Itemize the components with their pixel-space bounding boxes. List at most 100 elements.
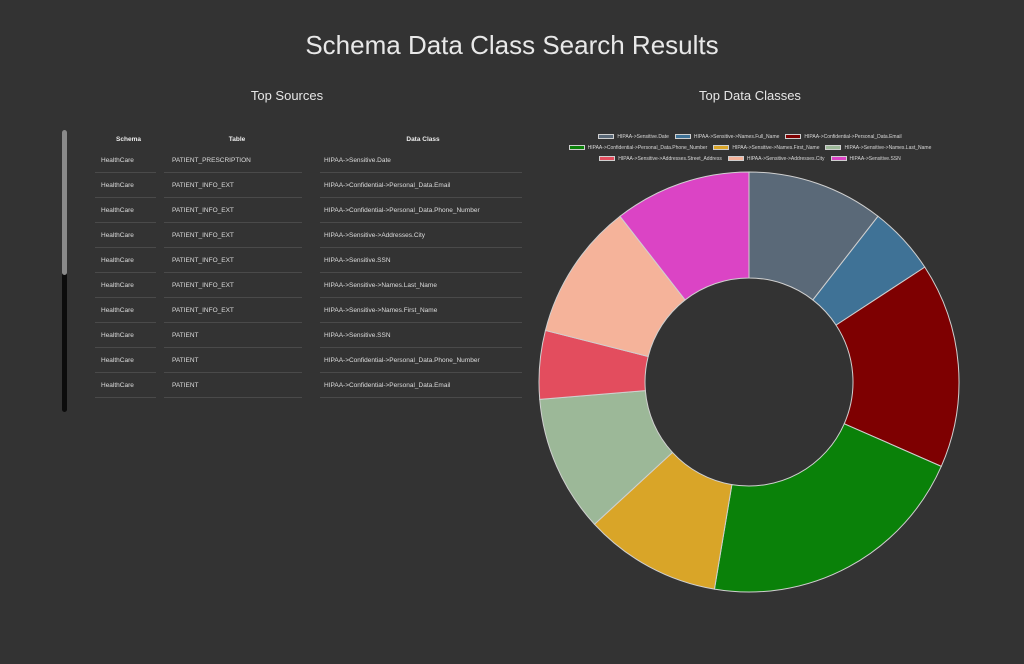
legend-item[interactable]: HIPAA->Sensitive->Names.Full_Name xyxy=(674,133,780,140)
donut-slice[interactable] xyxy=(619,171,750,301)
column-gap xyxy=(156,373,164,398)
legend-label: HIPAA->Sensitive->Names.First_Name xyxy=(732,144,820,151)
top-sources-table: Schema Table Data Class HealthCare PATIEN… xyxy=(95,130,530,398)
cell-schema: HealthCare xyxy=(95,298,156,323)
table-row[interactable]: HealthCare PATIENT_INFO_EXT HIPAA->Confide… xyxy=(95,173,522,198)
cell-table: PATIENT xyxy=(164,348,302,373)
column-gap xyxy=(302,130,320,148)
table-row[interactable]: HealthCare PATIENT_INFO_EXT HIPAA->Sensiti… xyxy=(95,223,522,248)
legend-row: HIPAA->Confidential->Personal_Data.Phone… xyxy=(550,142,950,153)
table-row[interactable]: HealthCare PATIENT_PRESCRIPTION HIPAA->Sen… xyxy=(95,148,522,173)
donut-slice[interactable] xyxy=(835,266,960,468)
legend-row: HIPAA->Sensitive.Date HIPAA->Sensitive->N… xyxy=(550,131,950,142)
legend-item[interactable]: HIPAA->Sensitive->Addresses.City xyxy=(727,155,825,162)
cell-schema: HealthCare xyxy=(95,198,156,223)
cell-schema: HealthCare xyxy=(95,348,156,373)
legend-item[interactable]: HIPAA->Sensitive->Addresses.Street_Addre… xyxy=(599,156,722,162)
cell-schema: HealthCare xyxy=(95,373,156,398)
table-row[interactable]: HealthCare PATIENT_INFO_EXT HIPAA->Confide… xyxy=(95,198,522,223)
cell-table: PATIENT_INFO_EXT xyxy=(164,173,302,198)
legend-swatch xyxy=(727,156,744,161)
donut-slice[interactable] xyxy=(713,423,942,593)
column-gap xyxy=(302,348,320,373)
cell-table: PATIENT_PRESCRIPTION xyxy=(164,148,302,173)
legend-item[interactable]: HIPAA->Confidential->Personal_Data.Phone… xyxy=(568,144,708,151)
legend-label: HIPAA->Sensitive->Addresses.City xyxy=(746,155,825,162)
column-gap xyxy=(302,148,320,173)
table-row[interactable]: HealthCare PATIENT HIPAA->Sensitive.SSN xyxy=(95,323,522,348)
legend-item[interactable]: HIPAA->Confidential->Personal_Data.Email xyxy=(785,133,902,140)
legend-label: HIPAA->Confidential->Personal_Data.Phone… xyxy=(587,144,708,151)
legend-swatch xyxy=(598,134,615,139)
legend-swatch xyxy=(599,156,616,161)
cell-table: PATIENT_INFO_EXT xyxy=(164,273,302,298)
cell-table: PATIENT xyxy=(164,373,302,398)
table-row[interactable]: HealthCare PATIENT_INFO_EXT HIPAA->Sensiti… xyxy=(95,273,522,298)
header-schema[interactable]: Schema xyxy=(116,135,141,143)
cell-data-class: HIPAA->Confidential->Personal_Data.Email xyxy=(320,173,522,198)
table-row[interactable]: HealthCare PATIENT_INFO_EXT HIPAA->Sensiti… xyxy=(95,298,522,323)
column-gap xyxy=(302,248,320,273)
column-gap xyxy=(156,148,164,173)
legend-label: HIPAA->Sensitive.SSN xyxy=(849,155,901,162)
legend-label: HIPAA->Confidential->Personal_Data.Email xyxy=(804,133,902,140)
column-gap xyxy=(156,298,164,323)
cell-schema: HealthCare xyxy=(95,323,156,348)
cell-table: PATIENT_INFO_EXT xyxy=(164,298,302,323)
chart-legend: HIPAA->Sensitive.Date HIPAA->Sensitive->N… xyxy=(550,131,950,164)
cell-schema: HealthCare xyxy=(95,248,156,273)
legend-item[interactable]: HIPAA->Sensitive.Date xyxy=(598,133,669,140)
column-gap xyxy=(302,273,320,298)
legend-swatch xyxy=(830,156,847,161)
legend-item[interactable]: HIPAA->Sensitive.SSN xyxy=(830,155,901,162)
cell-data-class: HIPAA->Sensitive.Date xyxy=(320,148,522,173)
cell-data-class: HIPAA->Sensitive.SSN xyxy=(320,323,522,348)
cell-table: PATIENT_INFO_EXT xyxy=(164,198,302,223)
table-row[interactable]: HealthCare PATIENT HIPAA->Confidential->Pe… xyxy=(95,373,522,398)
cell-schema: HealthCare xyxy=(95,148,156,173)
legend-label: HIPAA->Sensitive->Names.Full_Name xyxy=(693,133,780,140)
cell-schema: HealthCare xyxy=(95,173,156,198)
column-gap xyxy=(156,130,164,148)
cell-table: PATIENT_INFO_EXT xyxy=(164,223,302,248)
column-gap xyxy=(156,323,164,348)
legend-label: HIPAA->Sensitive.Date xyxy=(617,133,669,140)
page-title: Schema Data Class Search Results xyxy=(305,30,719,60)
table-body: HealthCare PATIENT_PRESCRIPTION HIPAA->Sen… xyxy=(95,148,522,398)
cell-data-class: HIPAA->Confidential->Personal_Data.Phone… xyxy=(320,198,522,223)
cell-data-class: HIPAA->Sensitive->Names.First_Name xyxy=(320,298,522,323)
header-table[interactable]: Table xyxy=(228,135,246,143)
legend-swatch xyxy=(713,145,730,150)
legend-item[interactable]: HIPAA->Sensitive->Names.First_Name xyxy=(713,145,819,151)
cell-schema: HealthCare xyxy=(95,223,156,248)
column-gap xyxy=(302,323,320,348)
scrollbar-thumb[interactable] xyxy=(62,130,67,275)
column-gap xyxy=(302,298,320,323)
legend-label: HIPAA->Sensitive->Names.Last_Name xyxy=(844,144,932,151)
table-header-row: Schema Table Data Class xyxy=(95,130,522,148)
legend-swatch xyxy=(674,134,691,139)
cell-table: PATIENT_INFO_EXT xyxy=(164,248,302,273)
column-gap xyxy=(156,348,164,373)
column-gap xyxy=(156,198,164,223)
legend-item[interactable]: HIPAA->Sensitive->Names.Last_Name xyxy=(825,145,931,151)
cell-data-class: HIPAA->Sensitive.SSN xyxy=(320,248,522,273)
column-gap xyxy=(156,223,164,248)
column-gap xyxy=(156,173,164,198)
column-gap xyxy=(302,373,320,398)
column-gap xyxy=(302,173,320,198)
table-scrollbar[interactable] xyxy=(62,130,67,412)
cell-data-class: HIPAA->Confidential->Personal_Data.Email xyxy=(320,373,522,398)
column-gap xyxy=(156,273,164,298)
table-row[interactable]: HealthCare PATIENT_INFO_EXT HIPAA->Sensiti… xyxy=(95,248,522,273)
legend-label: HIPAA->Sensitive->Addresses.Street_Addre… xyxy=(618,155,722,162)
cell-data-class: HIPAA->Confidential->Personal_Data.Phone… xyxy=(320,348,522,373)
column-gap xyxy=(156,248,164,273)
legend-swatch xyxy=(785,134,802,139)
cell-schema: HealthCare xyxy=(95,273,156,298)
header-data-class[interactable]: Data Class xyxy=(406,135,440,143)
donut-chart xyxy=(538,171,960,593)
table-row[interactable]: HealthCare PATIENT HIPAA->Confidential->Pe… xyxy=(95,348,522,373)
top-data-classes-title: Top Data Classes xyxy=(699,88,801,103)
cell-table: PATIENT xyxy=(164,323,302,348)
